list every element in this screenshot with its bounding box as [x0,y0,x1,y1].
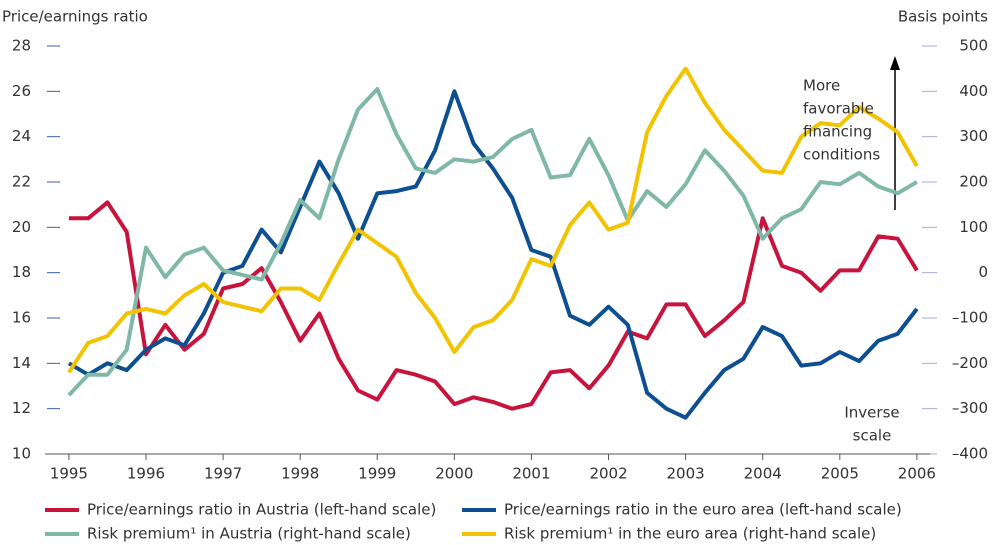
annotation: More [803,77,840,95]
x-tick-label: 1995 [50,465,88,483]
y2-axis-label: Basis points [898,8,988,26]
y2-tick-label: –400 [952,445,988,463]
y2-tick-label: –100 [952,309,988,327]
y-tick-label: 20 [12,218,31,236]
y2-tick-label: 400 [959,82,988,100]
series-line [67,66,919,374]
legend-label: Price/earnings ratio in the euro area (l… [504,501,902,519]
x-tick-label: 2000 [435,465,473,483]
y2-tick-label: 0 [978,263,988,281]
annotation: Inverse [844,404,899,422]
annotation: favorable [803,100,874,118]
y2-tick-label: 300 [959,127,988,145]
y-axis-label: Price/earnings ratio [2,8,148,26]
arrow-head [890,56,900,70]
y-tick-label: 24 [12,127,31,145]
x-tick-label: 2005 [821,465,859,483]
y2-tick-label: –300 [952,399,988,417]
legend-label: Price/earnings ratio in Austria (left-ha… [87,501,436,519]
x-tick-label: 2002 [589,465,627,483]
x-tick-label: 1996 [127,465,165,483]
y-tick-label: 22 [12,173,31,191]
x-tick-label: 1998 [281,465,319,483]
annotation: financing [803,123,872,141]
y2-tick-label: 200 [959,173,988,191]
y-tick-label: 26 [12,82,31,100]
y-tick-label: 14 [12,354,31,372]
y-tick-label: 16 [12,309,31,327]
x-tick-label: 1997 [204,465,242,483]
series-line [67,89,919,420]
x-tick-label: 2001 [512,465,550,483]
legend-label: Risk premium¹ in the euro area (right-ha… [504,525,876,543]
y2-tick-label: –200 [952,354,988,372]
y-tick-label: 28 [12,37,31,55]
series-line [68,200,919,411]
x-tick-label: 2006 [898,465,936,483]
series-line [67,87,918,397]
x-tick-label: 1999 [358,465,396,483]
x-tick-label: 2003 [667,465,705,483]
annotation: conditions [803,146,880,164]
y2-tick-label: 500 [959,37,988,55]
y-tick-label: 18 [12,263,31,281]
y-tick-label: 12 [12,399,31,417]
y2-tick-label: 100 [959,218,988,236]
y-tick-label: 10 [12,445,31,463]
annotation: scale [853,427,892,445]
legend-label: Risk premium¹ in Austria (right-hand sca… [87,525,411,543]
x-tick-label: 2004 [744,465,782,483]
